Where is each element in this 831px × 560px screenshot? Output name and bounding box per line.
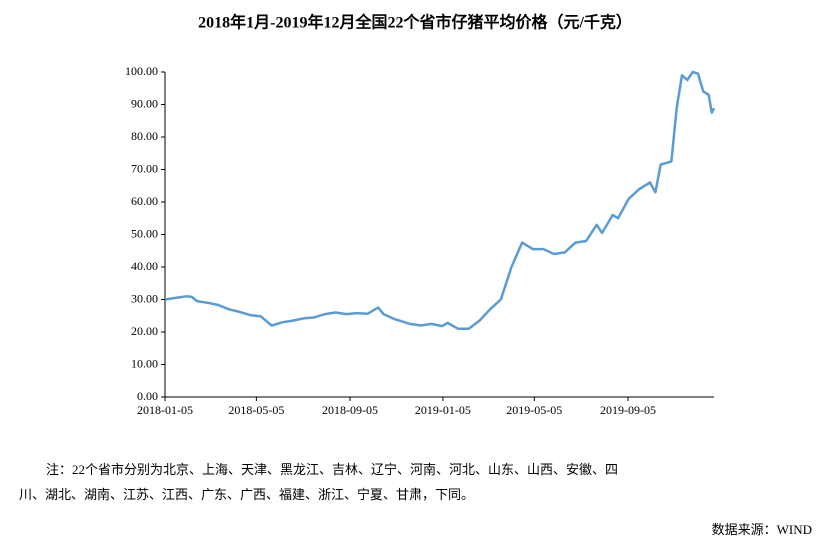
x-tick-label: 2019-01-05: [415, 403, 471, 417]
x-tick-label: 2019-09-05: [600, 403, 656, 417]
y-tick-label: 30.00: [131, 291, 158, 305]
y-tick-label: 10.00: [131, 356, 158, 370]
y-tick-label: 50.00: [131, 226, 158, 240]
source: 数据来源：WIND: [712, 522, 812, 537]
y-tick-label: 0.00: [137, 389, 158, 403]
y-tick-label: 100.00: [125, 64, 158, 78]
y-tick-label: 80.00: [131, 129, 158, 143]
x-tick-label: 2018-01-05: [137, 403, 193, 417]
y-tick-label: 90.00: [131, 96, 158, 110]
y-tick-label: 40.00: [131, 259, 158, 273]
x-tick-label: 2018-05-05: [228, 403, 284, 417]
y-tick-label: 20.00: [131, 324, 158, 338]
line: [164, 70, 716, 331]
note: 川、湖北、湖南、江苏、江西、广东、广西、福建、浙江、宁夏、甘肃，下同。: [19, 487, 474, 502]
note: 注：22个省市分别为北京、上海、天津、黑龙江、吉林、辽宁、河南、河北、山东、山西…: [46, 462, 618, 477]
x-tick-label: 2018-09-05: [322, 403, 378, 417]
x-tick-label: 2019-05-05: [506, 403, 562, 417]
y-tick-label: 60.00: [131, 194, 158, 208]
chart-title: 2018年1月-2019年12月全国22个省市仔猪平均价格（元/千克）: [198, 13, 632, 32]
y-tick-label: 70.00: [131, 161, 158, 175]
